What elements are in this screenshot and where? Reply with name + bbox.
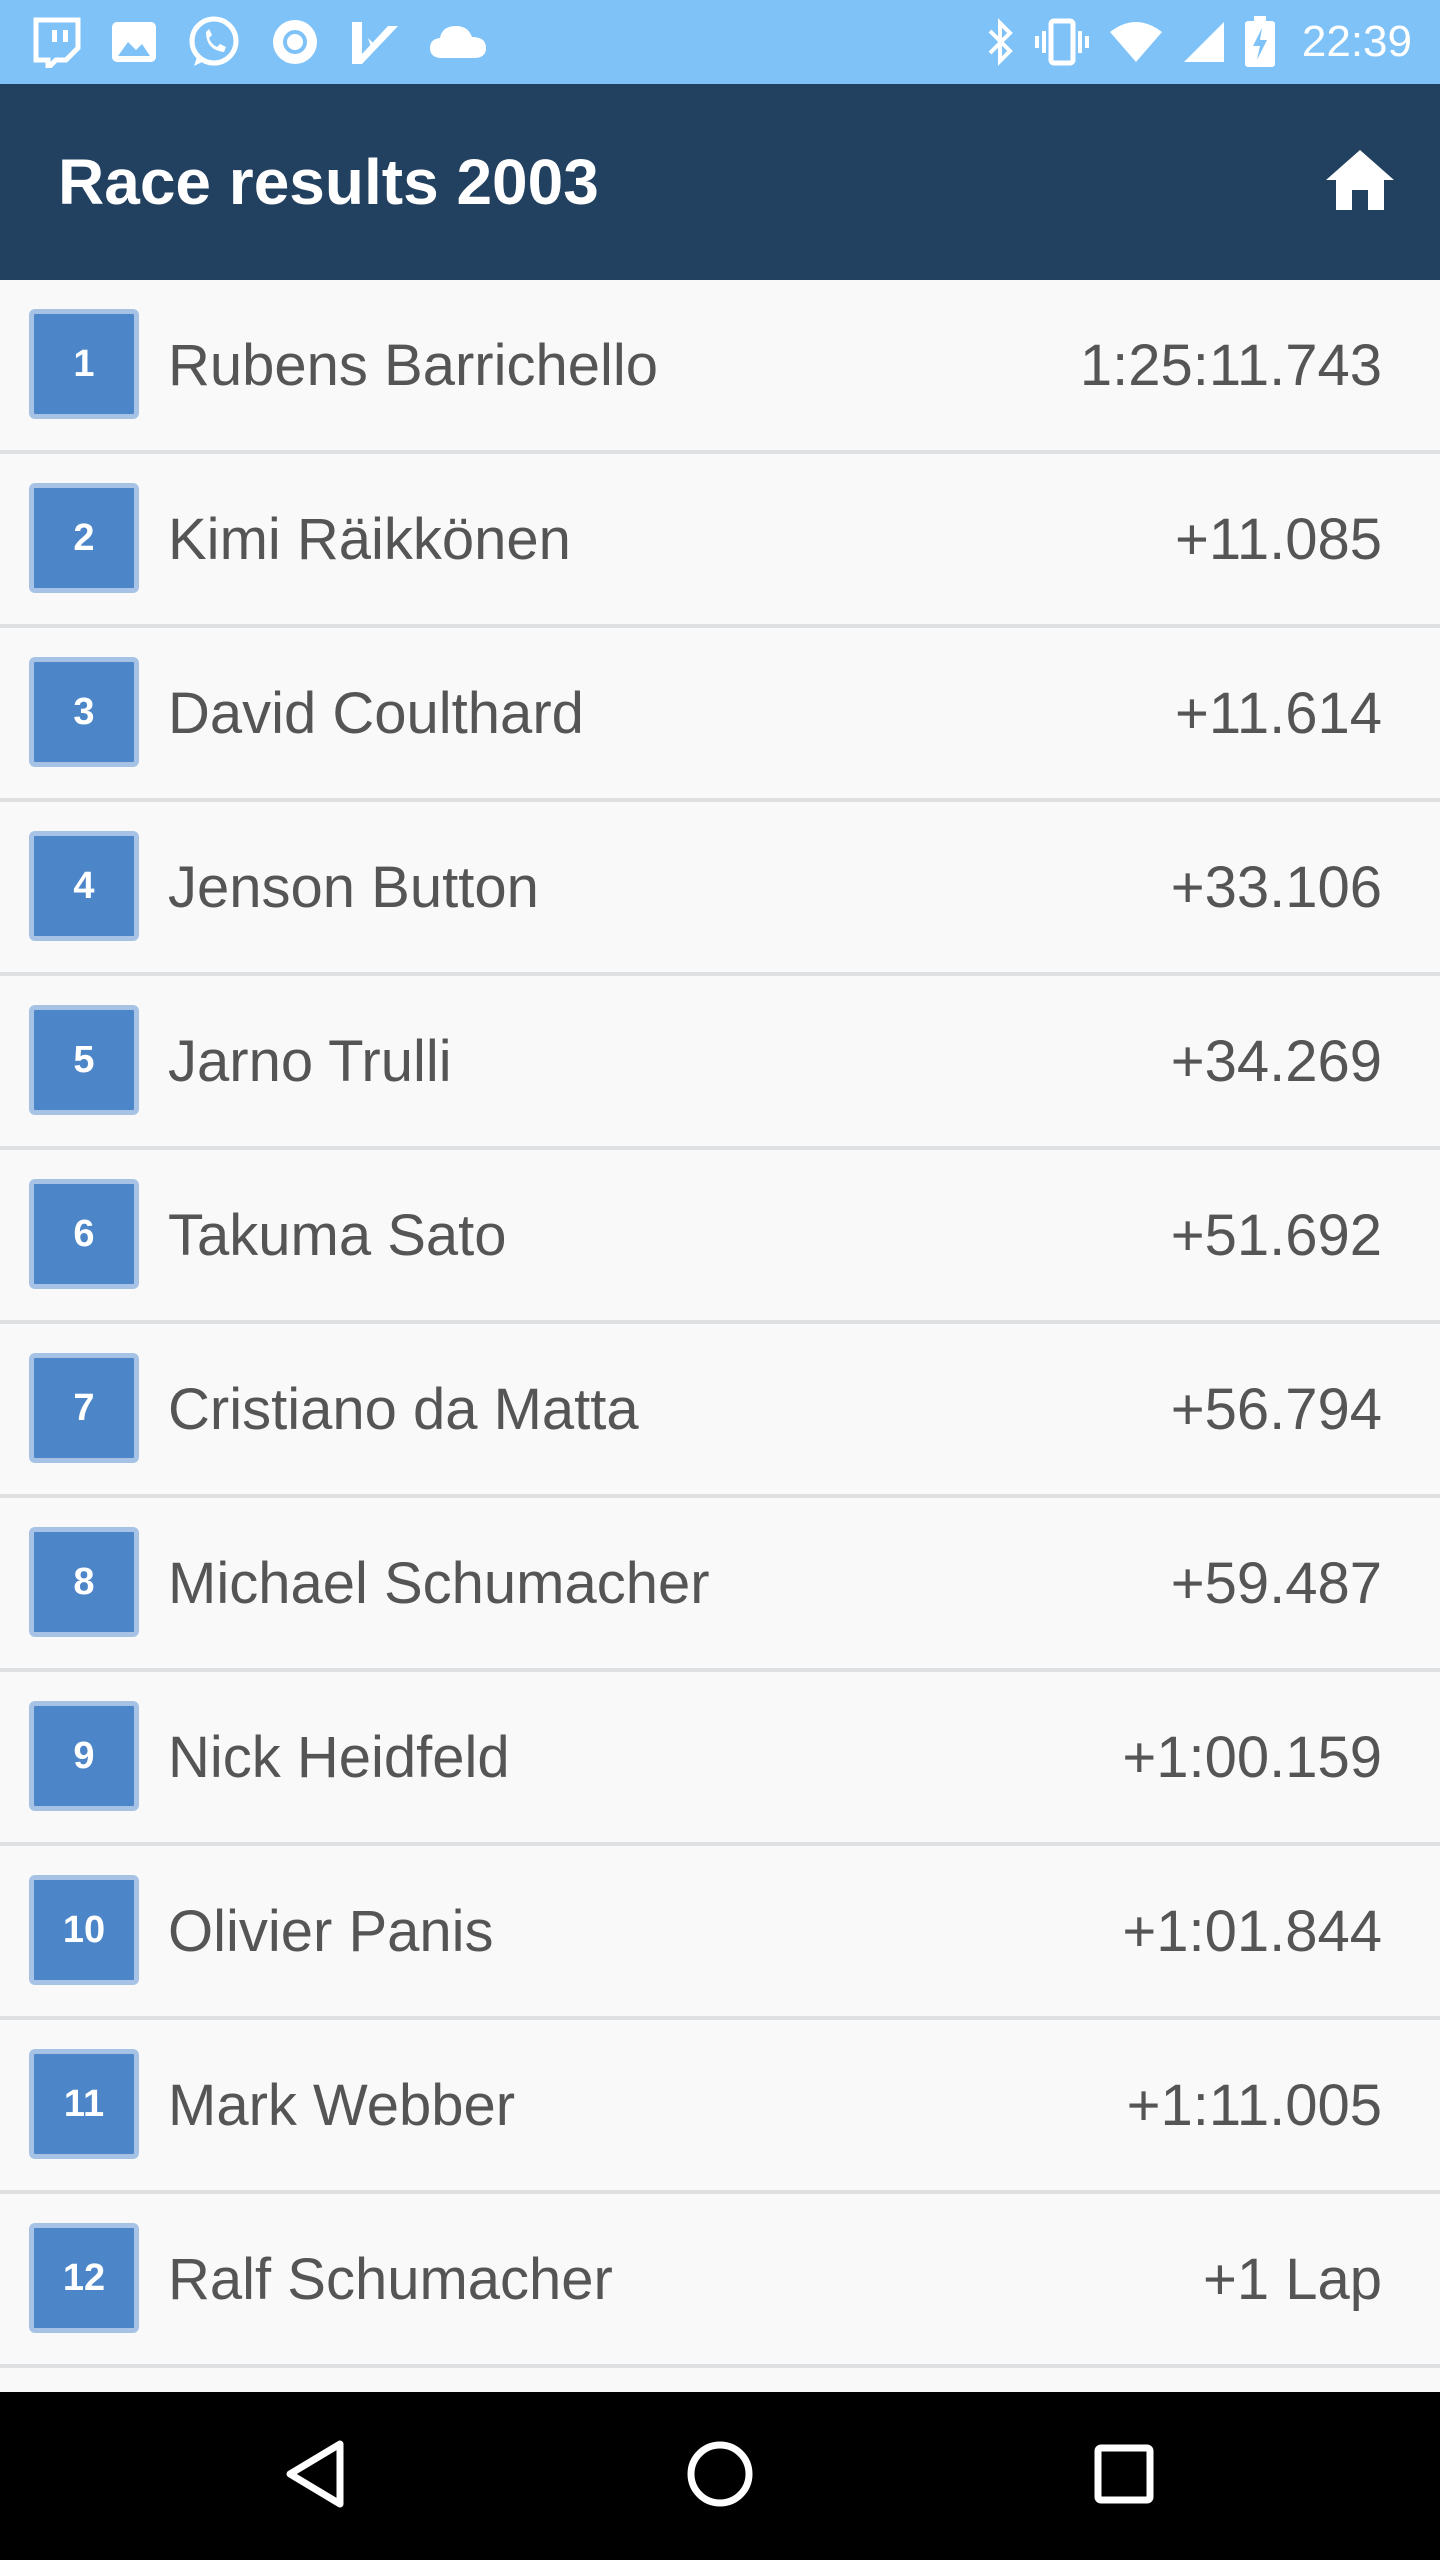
position-badge: 10 [29,1875,139,1985]
race-time: +34.269 [1170,1028,1382,1094]
list-item[interactable] [0,2368,1440,2392]
position-badge: 8 [29,1527,139,1637]
race-time: 1:25:11.743 [1079,332,1382,398]
driver-name: Jenson Button [168,854,539,920]
cloud-icon [428,22,488,62]
list-item[interactable]: 1 Rubens Barrichello 1:25:11.743 [0,280,1440,454]
results-list[interactable]: 1 Rubens Barrichello 1:25:11.743 2 Kimi … [0,280,1440,2392]
notification-icons [30,0,488,84]
driver-name: Michael Schumacher [168,1550,710,1616]
bluetooth-icon [986,17,1016,67]
position-badge: 9 [29,1701,139,1811]
position-badge: 2 [29,483,139,593]
navigation-bar [0,2392,1440,2560]
list-item[interactable]: 4 Jenson Button +33.106 [0,802,1440,976]
driver-name: David Coulthard [168,680,584,746]
position-badge: 5 [29,1005,139,1115]
back-icon [284,2438,348,2514]
position-badge: 1 [29,309,139,419]
app-bar: Race results 2003 [0,84,1440,280]
position-badge: 12 [29,2223,139,2333]
status-clock: 22:39 [1301,17,1412,66]
home-nav-button[interactable] [676,2432,764,2520]
list-item[interactable]: 7 Cristiano da Matta +56.794 [0,1324,1440,1498]
position-badge: 3 [29,657,139,767]
list-item[interactable]: 6 Takuma Sato +51.692 [0,1150,1440,1324]
list-item[interactable]: 10 Olivier Panis +1:01.844 [0,1846,1440,2020]
list-item[interactable]: 9 Nick Heidfeld +1:00.159 [0,1672,1440,1846]
driver-name: Rubens Barrichello [168,332,659,398]
wifi-icon [1108,20,1164,64]
check-app-icon [348,18,400,66]
race-time: +51.692 [1170,1202,1382,1268]
position-badge: 11 [29,2049,139,2159]
image-icon [110,18,158,66]
driver-name: Takuma Sato [168,1202,507,1268]
driver-name: Cristiano da Matta [168,1376,639,1442]
list-item[interactable]: 3 David Coulthard +11.614 [0,628,1440,802]
home-icon [1324,148,1396,216]
position-badge: 7 [29,1353,139,1463]
circle-app-icon [270,17,320,67]
recents-icon [1092,2442,1156,2510]
race-time: +1 Lap [1202,2246,1382,2312]
home-button[interactable] [1320,148,1400,216]
battery-charging-icon [1244,16,1276,68]
signal-icon [1182,20,1226,64]
driver-name: Olivier Panis [168,1898,494,1964]
race-time: +33.106 [1170,854,1382,920]
race-time: +11.085 [1175,506,1382,572]
race-time: +11.614 [1175,680,1382,746]
back-button[interactable] [272,2432,360,2520]
status-bar: 22:39 [0,0,1440,84]
position-badge: 6 [29,1179,139,1289]
system-icons: 22:39 [986,0,1412,84]
recents-button[interactable] [1080,2432,1168,2520]
whatsapp-icon [186,14,242,70]
race-time: +1:01.844 [1122,1898,1382,1964]
position-badge: 4 [29,831,139,941]
list-item[interactable]: 5 Jarno Trulli +34.269 [0,976,1440,1150]
page-title: Race results 2003 [58,146,599,218]
driver-name: Jarno Trulli [168,1028,452,1094]
list-item[interactable]: 2 Kimi Räikkönen +11.085 [0,454,1440,628]
race-time: +1:11.005 [1126,2072,1382,2138]
race-time: +59.487 [1170,1550,1382,1616]
race-time: +1:00.159 [1122,1724,1382,1790]
driver-name: Ralf Schumacher [168,2246,613,2312]
driver-name: Kimi Räikkönen [168,506,571,572]
list-item[interactable]: 12 Ralf Schumacher +1 Lap [0,2194,1440,2368]
race-time: +56.794 [1170,1376,1382,1442]
home-circle-icon [684,2438,756,2514]
list-item[interactable]: 8 Michael Schumacher +59.487 [0,1498,1440,1672]
twitch-icon [30,16,82,68]
driver-name: Nick Heidfeld [168,1724,510,1790]
list-item[interactable]: 11 Mark Webber +1:11.005 [0,2020,1440,2194]
vibrate-icon [1034,17,1090,67]
driver-name: Mark Webber [168,2072,516,2138]
